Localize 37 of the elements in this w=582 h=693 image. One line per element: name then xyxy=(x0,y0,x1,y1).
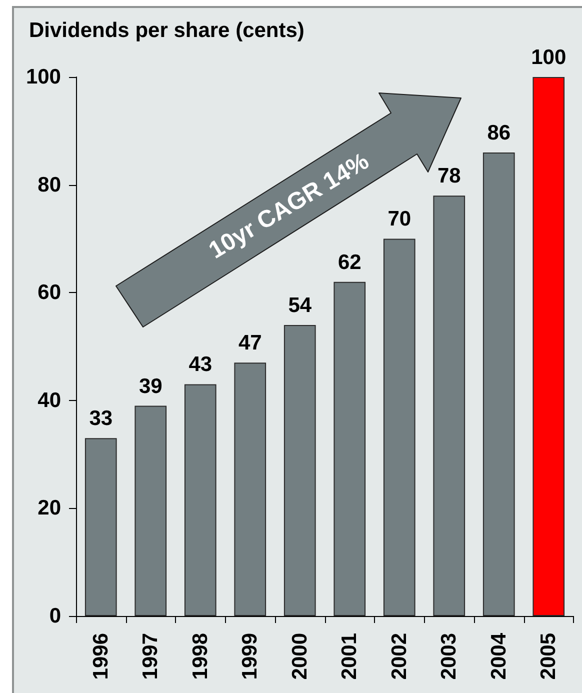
bar xyxy=(84,438,117,616)
bar xyxy=(383,238,416,616)
bar xyxy=(433,196,466,616)
x-tick-label: 2001 xyxy=(338,632,362,680)
data-label: 33 xyxy=(89,407,113,430)
x-tick-label: 1997 xyxy=(139,633,162,680)
x-tick-label: 2002 xyxy=(388,633,411,680)
x-tick-label: 2000 xyxy=(288,633,312,680)
y-tick-label: 20 xyxy=(38,496,61,520)
y-tick-label: 100 xyxy=(26,66,61,88)
data-label: 86 xyxy=(487,121,511,144)
data-label: 70 xyxy=(388,208,412,231)
x-tick-label: 1996 xyxy=(89,633,112,680)
bar xyxy=(284,324,316,616)
y-tick-label: 40 xyxy=(38,388,61,412)
x-tick-label: 2003 xyxy=(438,633,461,680)
x-tick-label: 2005 xyxy=(537,632,560,680)
data-label: 62 xyxy=(338,250,362,274)
bar xyxy=(532,77,565,616)
data-label: 47 xyxy=(238,332,262,355)
bar xyxy=(482,152,515,616)
data-label: 43 xyxy=(188,353,212,376)
x-tick-label: 2004 xyxy=(487,632,510,680)
data-label: 39 xyxy=(138,374,162,398)
bar xyxy=(234,362,266,616)
chart-title: Dividends per share (cents) xyxy=(29,19,304,42)
data-label: 78 xyxy=(437,164,462,188)
data-label: 100 xyxy=(531,46,566,69)
data-label: 54 xyxy=(288,294,312,317)
y-tick-label: 60 xyxy=(38,281,61,304)
y-tick-label: 0 xyxy=(49,604,61,628)
bar xyxy=(184,384,216,616)
x-tick-label: 1999 xyxy=(238,633,262,680)
y-tick-label: 80 xyxy=(38,173,61,196)
bar xyxy=(134,406,167,616)
x-tick-label: 1998 xyxy=(188,632,212,680)
bar xyxy=(334,282,366,616)
